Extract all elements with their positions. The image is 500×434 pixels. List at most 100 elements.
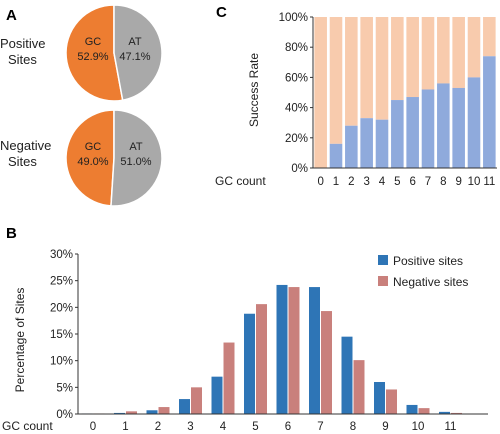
success-bar-9 [452, 87, 465, 168]
success-bar-4 [375, 119, 389, 168]
chart-b-xtick-2: 2 [155, 421, 161, 433]
success-rate-chart: Success Rate GC count 0 1 2 3 4 5 6 7 8 9 10 11 0% 20… [215, 12, 497, 188]
chart-c-xtick-0: 0 [317, 176, 323, 188]
legend-label-negative: Negative sites [393, 275, 468, 289]
success-bar-7 [421, 89, 435, 168]
success-bar-remaining-4 [375, 17, 389, 120]
success-bar-remaining-10 [467, 17, 481, 78]
chart-c-xtick-9: 9 [455, 176, 461, 188]
chart-c-ylabel: Success Rate [247, 53, 261, 127]
chart-b-xtick-7: 7 [317, 421, 323, 433]
success-bar-remaining-8 [437, 17, 450, 84]
chart-c-xtick-3: 3 [363, 176, 369, 188]
pie-negative-at-value: 51.0% [120, 156, 151, 168]
success-bar-remaining-7 [421, 17, 435, 90]
success-bar-5 [391, 100, 404, 168]
success-bar-3 [360, 118, 373, 168]
success-bar-remaining-6 [406, 17, 419, 98]
pie-positive-gc-name: GC [85, 36, 102, 48]
chart-b-xtick-1: 1 [122, 421, 128, 433]
chart-b-xtick-8: 8 [350, 421, 356, 433]
pie-negative-slice-at [110, 109, 163, 207]
negative-bar-10 [418, 408, 430, 414]
negative-bar-1 [126, 411, 137, 414]
chart-b-xtick-6: 6 [285, 421, 291, 433]
chart-b-ytick-label: 20% [50, 302, 73, 314]
chart-b-xtick-0: 0 [90, 421, 96, 433]
panel-label-a: A [6, 7, 17, 24]
chart-b-xtick-5: 5 [252, 421, 258, 433]
chart-b-xtick-4: 4 [220, 421, 227, 433]
success-bar-10 [467, 77, 481, 168]
success-bar-8 [437, 83, 450, 168]
chart-b-xlabel: GC count [2, 419, 53, 433]
pie-positive-gc-value: 52.9% [77, 51, 108, 63]
success-bar-1 [329, 143, 343, 168]
success-bar-11 [483, 56, 496, 169]
pie-positive-at-name: AT [128, 36, 142, 48]
positive-bar-11 [439, 411, 450, 414]
chart-b-ytick-label: 15% [50, 329, 73, 341]
chart-c-ytick-label: 40% [285, 103, 308, 115]
positive-bar-4 [211, 376, 223, 414]
chart-b-xtick-3: 3 [187, 421, 193, 433]
chart-c-xtick-7: 7 [425, 176, 431, 188]
positive-bar-9 [374, 382, 385, 414]
pie-negative-slice-gc [65, 109, 115, 207]
pie-negative-title-line1: Negative [0, 138, 51, 153]
chart-b-xtick-10: 10 [412, 421, 425, 433]
negative-bar-4 [223, 342, 235, 414]
chart-c-ytick-label: 80% [285, 42, 308, 54]
success-bar-2 [345, 125, 358, 168]
chart-c-xtick-2: 2 [348, 176, 354, 188]
success-bar-remaining-11 [483, 17, 496, 57]
success-bar-remaining-0 [314, 17, 327, 168]
positive-bar-8 [341, 336, 353, 414]
pie-positive-slice-at [113, 4, 163, 102]
chart-c-ytick-label: 60% [285, 72, 308, 84]
negative-bar-6 [288, 287, 300, 414]
success-bar-remaining-2 [345, 17, 358, 126]
pie-positive-at-value: 47.1% [119, 51, 150, 63]
chart-c-xtick-11: 11 [483, 176, 495, 188]
legend-swatch-positive [378, 255, 388, 265]
pie-negative: GC 49.0% AT 51.0% [65, 109, 163, 207]
pie-positive-title-line2: Sites [8, 52, 37, 67]
negative-bar-8 [353, 360, 365, 414]
pie-negative-gc-value: 49.0% [77, 156, 108, 168]
chart-b-ylabel: Percentage of Sites [13, 288, 27, 393]
positive-bar-5 [244, 313, 255, 414]
negative-bar-3 [191, 387, 202, 414]
chart-b-xtick-9: 9 [382, 421, 388, 433]
chart-c-xtick-10: 10 [468, 176, 481, 188]
pie-positive-slice-gc [65, 4, 124, 102]
chart-b-legend: Positive sites Negative sites [378, 254, 468, 289]
pie-positive: GC 52.9% AT 47.1% [65, 4, 163, 102]
panel-label-c: C [216, 4, 227, 21]
legend-swatch-negative [378, 276, 388, 286]
chart-c-xtick-4: 4 [379, 176, 386, 188]
negative-bar-2 [158, 407, 170, 414]
chart-c-xtick-1: 1 [333, 176, 339, 188]
positive-bar-6 [276, 284, 288, 414]
chart-b-ytick-label: 10% [50, 356, 73, 368]
success-bar-remaining-9 [452, 17, 465, 88]
pie-positive-title-line1: Positive [0, 36, 46, 51]
chart-c-xtick-8: 8 [440, 176, 446, 188]
negative-bar-5 [256, 304, 267, 414]
positive-bar-2 [146, 410, 158, 414]
chart-c-ytick-label: 0% [291, 163, 308, 175]
success-bar-remaining-1 [329, 17, 343, 144]
chart-b-ytick-label: 5% [56, 382, 73, 394]
legend-label-positive: Positive sites [393, 254, 463, 268]
positive-bar-10 [406, 404, 418, 414]
chart-c-ytick-label: 100% [279, 12, 308, 24]
pie-negative-title-line2: Sites [8, 154, 37, 169]
chart-b-ytick-label: 30% [50, 249, 73, 261]
positive-bar-1 [114, 412, 125, 414]
negative-bar-9 [386, 389, 397, 414]
chart-b-ytick-label: 0% [56, 409, 73, 421]
pie-negative-gc-name: GC [85, 141, 102, 153]
negative-bar-11 [451, 412, 462, 414]
